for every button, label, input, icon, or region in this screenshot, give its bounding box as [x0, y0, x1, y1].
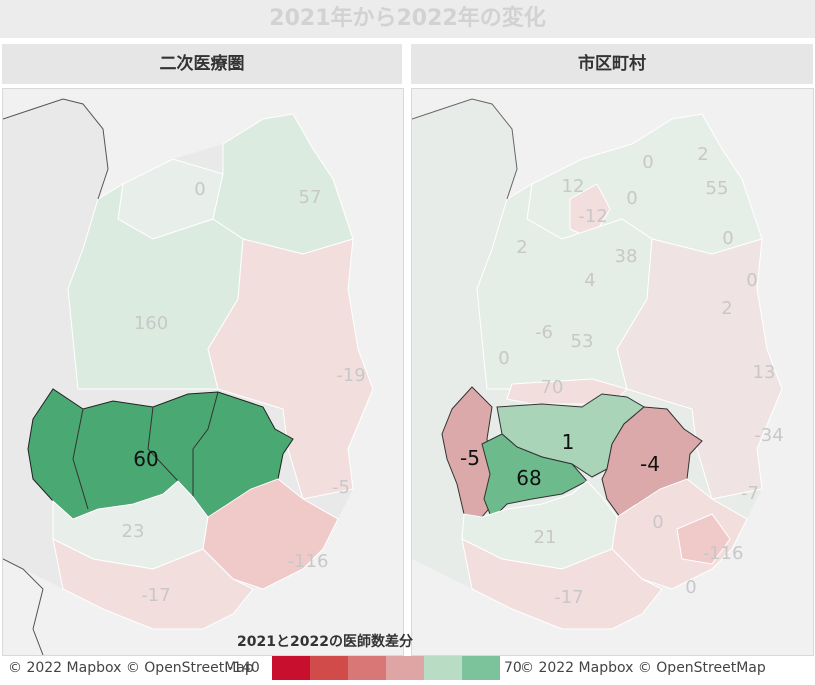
- map-label: -12: [578, 206, 607, 227]
- map-label: 2: [721, 298, 732, 319]
- legend-swatch: [424, 656, 462, 680]
- map-label: -19: [336, 365, 365, 386]
- legend: 2021と2022の医師数差分 © 2022 Mapbox © OpenStre…: [0, 620, 815, 685]
- map-label: -116: [703, 543, 744, 564]
- map-label: -17: [554, 587, 583, 608]
- map-label: -4: [640, 452, 660, 476]
- legend-title: 2021と2022の医師数差分: [237, 634, 413, 650]
- attribution-right[interactable]: © 2022 Mapbox © OpenStreetMap: [520, 660, 766, 676]
- legend-swatch: [272, 656, 310, 680]
- map-label: -6: [535, 322, 553, 343]
- map-label: 0: [746, 270, 757, 291]
- legend-min-label: -140: [228, 660, 260, 676]
- map-label: 2: [697, 144, 708, 165]
- map-label: 1: [562, 430, 575, 454]
- map-label: -34: [754, 425, 783, 446]
- region-south[interactable]: [52, 538, 254, 630]
- map-label: 68: [516, 466, 541, 490]
- legend-swatch: [310, 656, 348, 680]
- map-label: 0: [642, 152, 653, 173]
- map-label: 0: [194, 179, 205, 200]
- map-label: -5: [460, 446, 480, 470]
- map-label: 60: [133, 447, 158, 471]
- region-muni-68[interactable]: [481, 433, 588, 520]
- panel-header-left: 二次医療圏: [2, 44, 402, 84]
- region-muni-south-far[interactable]: [461, 538, 663, 630]
- region-muni-neg-north[interactable]: [569, 183, 611, 240]
- map-label: 0: [722, 228, 733, 249]
- map-label: 55: [706, 178, 729, 199]
- map-label: 12: [562, 176, 585, 197]
- map-label: 0: [652, 512, 663, 533]
- map-label: 0: [498, 348, 509, 369]
- region-east-coast[interactable]: [207, 238, 374, 500]
- panel-header-right: 市区町村: [411, 44, 813, 84]
- attribution-left[interactable]: © 2022 Mapbox © OpenStreetMap: [8, 660, 254, 676]
- map-label: 21: [534, 527, 557, 548]
- map-label: 53: [571, 331, 594, 352]
- map-label: 2: [516, 237, 527, 258]
- region-muni-east[interactable]: [616, 238, 783, 500]
- map-label: -5: [332, 477, 350, 498]
- map-label: 23: [122, 521, 145, 542]
- legend-swatch: [462, 656, 500, 680]
- dashboard-title: 2021年から2022年の変化: [269, 6, 546, 31]
- legend-max-label: 70: [504, 660, 522, 676]
- map-label: 0: [626, 188, 637, 209]
- map-label: 38: [615, 246, 638, 267]
- map-label: -116: [288, 551, 329, 572]
- legend-swatch: [348, 656, 386, 680]
- map-label: 0: [685, 577, 696, 598]
- map-left[interactable]: 0 57 160 -19 60 -5 23 -116 -17: [2, 88, 404, 656]
- title-bar: [0, 0, 815, 38]
- legend-swatch: [386, 656, 424, 680]
- map-label: -17: [141, 585, 170, 606]
- map-right[interactable]: 0 2 55 12 0 -12 0 2 38 4 0 2 -6 53 0 13 …: [411, 88, 814, 656]
- map-label: 57: [299, 187, 322, 208]
- map-label: 4: [584, 270, 595, 291]
- region-muni-coast-neg[interactable]: [676, 513, 731, 565]
- map-label: 70: [541, 377, 564, 398]
- map-label: 160: [134, 313, 168, 334]
- map-label: -7: [741, 483, 759, 504]
- map-label: 13: [753, 362, 776, 383]
